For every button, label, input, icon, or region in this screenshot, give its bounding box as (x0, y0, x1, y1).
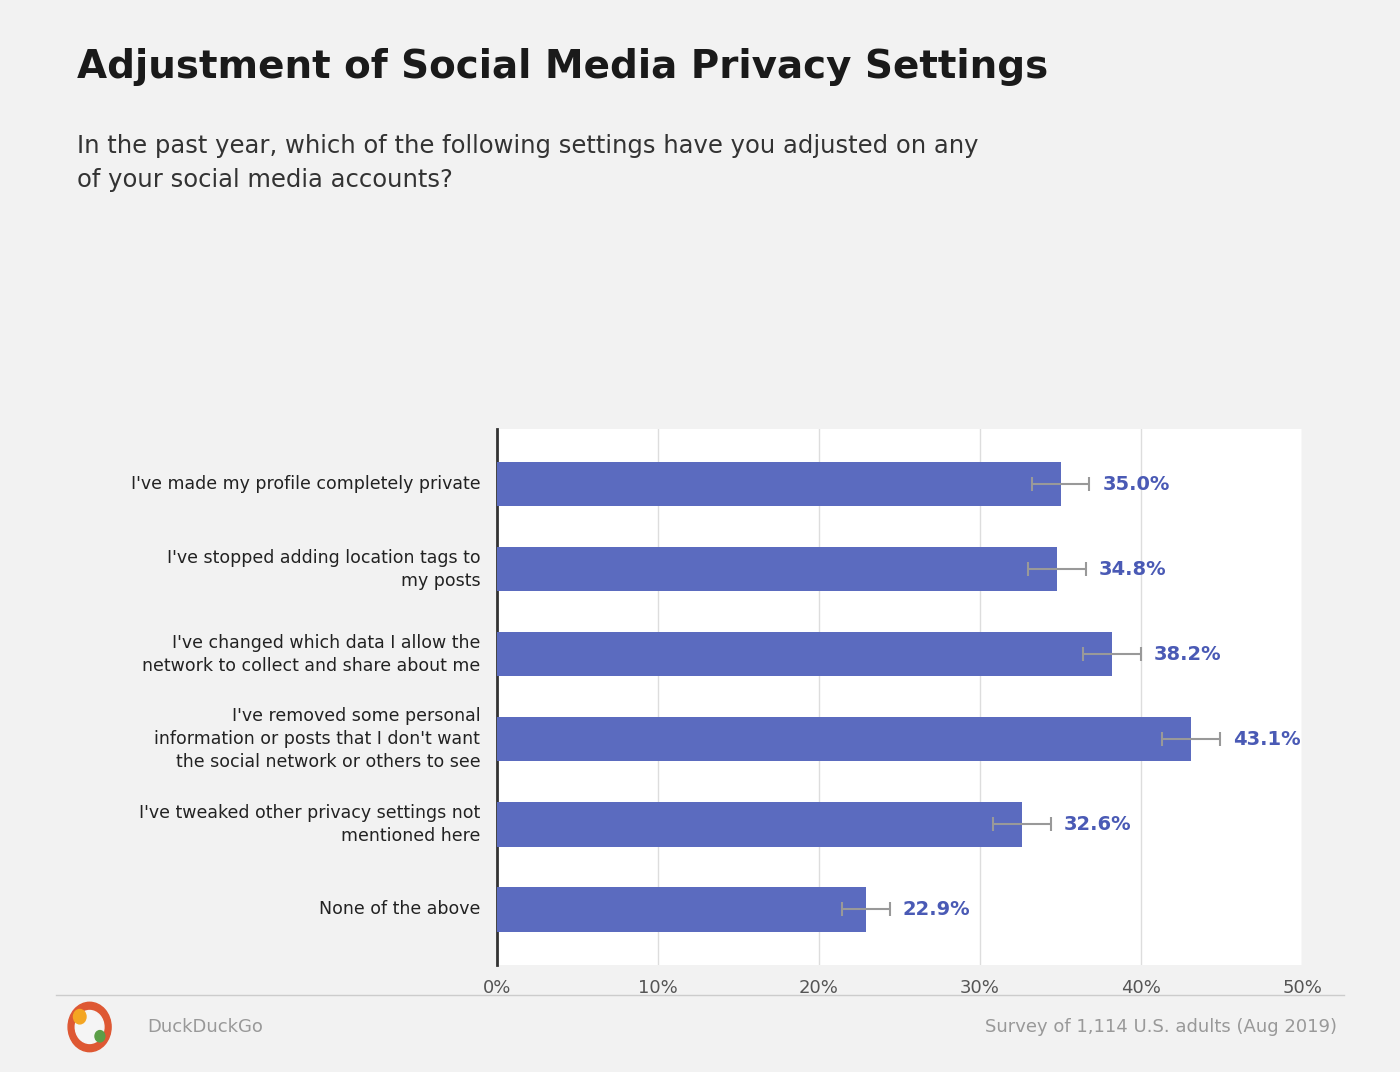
Bar (497, 717, 1191, 761)
Circle shape (73, 1010, 85, 1024)
Bar (497, 632, 1112, 676)
Text: In the past year, which of the following settings have you adjusted on any
of yo: In the past year, which of the following… (77, 134, 979, 193)
Bar (497, 462, 1061, 506)
Text: Adjustment of Social Media Privacy Settings: Adjustment of Social Media Privacy Setti… (77, 48, 1049, 86)
Text: 43.1%: 43.1% (1233, 730, 1301, 749)
Text: 38.2%: 38.2% (1154, 644, 1222, 664)
Text: I've removed some personal
information or posts that I don't want
the social net: I've removed some personal information o… (154, 708, 480, 771)
Text: I've tweaked other privacy settings not
mentioned here: I've tweaked other privacy settings not … (139, 804, 480, 845)
Text: Survey of 1,114 U.S. adults (Aug 2019): Survey of 1,114 U.S. adults (Aug 2019) (986, 1018, 1337, 1036)
Circle shape (69, 1002, 111, 1052)
Bar (497, 802, 1022, 847)
Text: None of the above: None of the above (319, 900, 480, 919)
Text: I've changed which data I allow the
network to collect and share about me: I've changed which data I allow the netw… (141, 634, 480, 674)
Text: 32.6%: 32.6% (1064, 815, 1131, 834)
Bar (497, 888, 865, 932)
Text: 22.9%: 22.9% (903, 900, 970, 919)
Bar (497, 547, 1057, 592)
Circle shape (95, 1030, 105, 1042)
Text: 34.8%: 34.8% (1099, 560, 1166, 579)
Text: I've made my profile completely private: I've made my profile completely private (130, 475, 480, 493)
Text: DuckDuckGo: DuckDuckGo (147, 1018, 263, 1036)
Circle shape (76, 1011, 104, 1043)
Text: I've stopped adding location tags to
my posts: I've stopped adding location tags to my … (167, 549, 480, 590)
Text: 35.0%: 35.0% (1102, 475, 1170, 493)
